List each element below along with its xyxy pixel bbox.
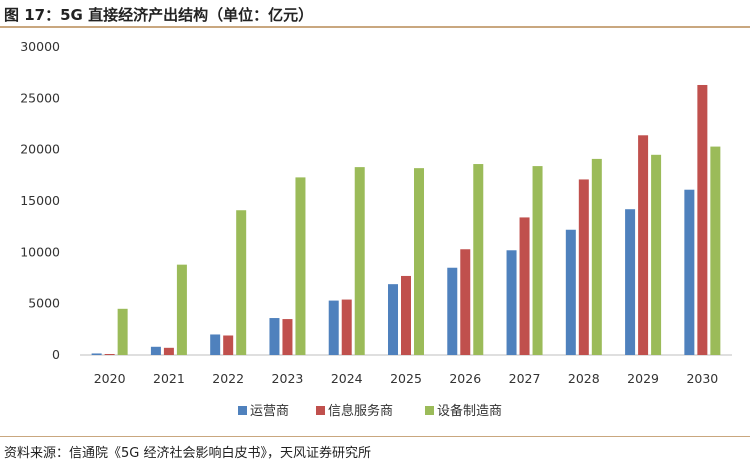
y-tick-label: 15000 [20, 193, 60, 208]
x-tick-label: 2027 [509, 371, 541, 386]
legend: 运营商 信息服务商 设备制造商 [238, 403, 502, 419]
x-tick-label: 2030 [686, 371, 718, 386]
bar-2024-series-0 [328, 300, 339, 355]
bar-2028-series-1 [578, 179, 589, 355]
bar-2021-series-2 [176, 264, 187, 355]
y-tick-label: 20000 [20, 142, 60, 157]
bar-2029-series-0 [625, 209, 636, 355]
figure-title: 图 17：5G 直接经济产出结构（单位：亿元） [4, 6, 314, 24]
bar-2023-series-0 [269, 318, 280, 355]
bar-2026-series-1 [460, 249, 471, 355]
bar-2030-series-2 [710, 146, 721, 355]
bar-2021-series-0 [150, 346, 161, 355]
bar-2029-series-1 [638, 135, 649, 355]
x-tick-label: 2025 [390, 371, 422, 386]
bar-2027-series-2 [532, 166, 543, 355]
x-tick-label: 2020 [94, 371, 126, 386]
x-tick-label: 2022 [212, 371, 244, 386]
x-axis-labels: 2020 2021 2022 2023 2024 2025 2026 2027 2028 2029… [94, 371, 719, 386]
y-tick-label: 0 [52, 347, 60, 362]
x-tick-label: 2028 [568, 371, 600, 386]
legend-label: 信息服务商 [328, 403, 393, 419]
bar-2030-series-0 [684, 189, 695, 355]
bar-2024-series-1 [341, 299, 352, 355]
bar-2023-series-2 [295, 177, 306, 355]
bar-2028-series-2 [591, 158, 602, 355]
bar-2022-series-1 [223, 335, 234, 355]
bar-2020-series-0 [91, 353, 102, 355]
legend-swatch [238, 406, 247, 415]
bar-2026-series-0 [447, 267, 458, 355]
y-tick-label: 10000 [20, 244, 60, 259]
bar-2025-series-0 [388, 284, 398, 355]
bar-2022-series-0 [210, 334, 221, 355]
x-tick-label: 2024 [331, 371, 363, 386]
bar-2028-series-0 [565, 229, 576, 355]
bar-2027-series-0 [506, 250, 517, 355]
y-tick-label: 25000 [20, 90, 60, 105]
bar-2030-series-1 [697, 84, 708, 355]
bar-2023-series-1 [282, 319, 293, 355]
bar-2024-series-2 [354, 167, 365, 355]
y-tick-label: 30000 [20, 39, 60, 54]
y-tick-label: 5000 [28, 296, 60, 311]
bar-2021-series-1 [163, 347, 174, 355]
legend-label: 运营商 [250, 404, 289, 419]
x-tick-label: 2021 [153, 371, 185, 386]
footer-divider [0, 436, 750, 437]
bar-2026-series-2 [473, 164, 484, 355]
bar-2027-series-1 [519, 217, 530, 355]
legend-swatch [425, 406, 434, 415]
bar-series [91, 84, 721, 355]
bar-2022-series-2 [236, 210, 247, 355]
x-tick-label: 2023 [272, 371, 304, 386]
bar-2025-series-1 [401, 275, 411, 355]
bar-2025-series-2 [414, 168, 424, 355]
legend-swatch [316, 406, 325, 415]
bar-2020-series-1 [104, 354, 115, 355]
x-tick-label: 2026 [449, 371, 481, 386]
legend-label: 设备制造商 [437, 403, 502, 419]
source-note: 资料来源：信通院《5G 经济社会影响白皮书》，天风证券研究所 [4, 446, 371, 461]
title-bar: 图 17：5G 直接经济产出结构（单位：亿元） [0, 0, 750, 28]
x-tick-label: 2029 [627, 371, 659, 386]
bar-2029-series-2 [651, 154, 662, 355]
bar-2020-series-2 [117, 308, 128, 355]
